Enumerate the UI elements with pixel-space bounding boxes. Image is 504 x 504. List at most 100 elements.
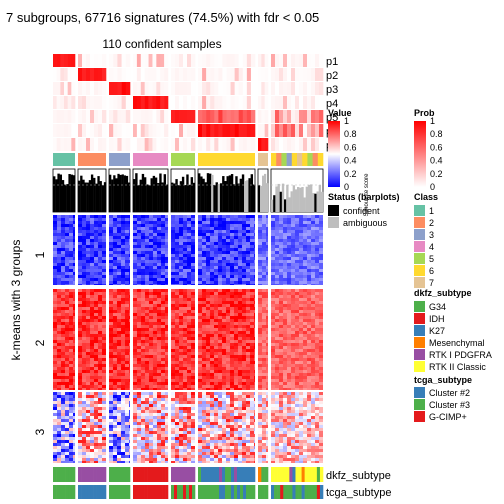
heatmap-cell: [218, 322, 222, 325]
heatmap-cell: [109, 313, 113, 316]
heatmap-cell: [90, 319, 94, 322]
heatmap-cell: [222, 233, 226, 236]
heatmap-cell: [311, 385, 315, 388]
heatmap-cell: [183, 307, 187, 310]
silhouette-bar: [305, 186, 309, 212]
heatmap-cell: [149, 364, 153, 367]
heatmap-cell: [210, 343, 214, 346]
heatmap-cell: [90, 343, 94, 346]
prob-cell: [140, 124, 145, 137]
heatmap-cell: [57, 346, 61, 349]
heatmap-cell: [299, 364, 303, 367]
heatmap-cell: [238, 367, 242, 370]
heatmap-cell: [145, 395, 149, 398]
heatmap-cell: [149, 295, 153, 298]
heatmap-cell: [266, 319, 268, 322]
heatmap-cell: [262, 248, 266, 251]
prob-cell: [140, 138, 145, 151]
heatmap-cell: [319, 272, 323, 275]
heatmap-cell: [214, 325, 218, 328]
heatmap-cell: [295, 401, 299, 404]
heatmap-cell: [157, 322, 161, 325]
heatmap-cell: [283, 352, 287, 355]
heatmap-cell: [262, 260, 266, 263]
heatmap-cell: [171, 218, 175, 221]
heatmap-cell: [311, 284, 315, 285]
heatmap-cell: [234, 325, 238, 328]
signature-heatmap: [53, 215, 323, 463]
heatmap-cell: [129, 346, 130, 349]
heatmap-cell: [210, 340, 214, 343]
heatmap-cell: [121, 328, 125, 331]
heatmap-cell: [175, 310, 179, 313]
heatmap-cell: [266, 392, 268, 395]
heatmap-cell: [102, 355, 106, 358]
heatmap-cell: [165, 251, 168, 254]
heatmap-cell: [258, 301, 262, 304]
heatmap-cell: [191, 233, 195, 236]
heatmap-cell: [86, 379, 90, 382]
heatmap-cell: [179, 319, 183, 322]
heatmap-cell: [129, 298, 130, 301]
prob-cell: [179, 124, 184, 137]
heatmap-cell: [295, 328, 299, 331]
heatmap-cell: [218, 401, 222, 404]
heatmap-cell: [102, 407, 106, 410]
heatmap-cell: [230, 239, 234, 242]
heatmap-cell: [157, 289, 161, 292]
heatmap-cell: [179, 376, 183, 379]
heatmap-cell: [133, 295, 137, 298]
heatmap-cell: [149, 346, 153, 349]
heatmap-cell: [275, 263, 279, 266]
heatmap-cell: [279, 364, 283, 367]
heatmap-cell: [230, 289, 234, 292]
heatmap-cell: [198, 295, 202, 298]
silhouette-bar: [241, 174, 245, 212]
heatmap-cell: [295, 370, 299, 373]
heatmap-cell: [202, 295, 206, 298]
heatmap-cell: [65, 419, 69, 422]
heatmap-cell: [226, 410, 230, 413]
heatmap-cell: [171, 331, 175, 334]
heatmap-cell: [234, 382, 238, 385]
heatmap-cell: [202, 334, 206, 337]
heatmap-cell: [271, 301, 275, 304]
heatmap-cell: [271, 251, 275, 254]
heatmap-cell: [98, 269, 102, 272]
heatmap-cell: [283, 325, 287, 328]
heatmap-cell: [191, 275, 195, 278]
prob-cell: [264, 110, 269, 123]
heatmap-cell: [73, 404, 75, 407]
heatmap-cell: [299, 367, 303, 370]
heatmap-cell: [206, 281, 210, 284]
heatmap-cell: [222, 266, 226, 269]
heatmap-cell: [279, 278, 283, 281]
prob-cell: [250, 68, 256, 81]
heatmap-cell: [230, 322, 234, 325]
heatmap-cell: [242, 272, 246, 275]
heatmap-cell: [90, 322, 94, 325]
heatmap-cell: [141, 272, 145, 275]
heatmap-cell: [230, 278, 234, 281]
heatmap-cell: [94, 251, 98, 254]
heatmap-cell: [222, 298, 226, 301]
heatmap-cell: [94, 331, 98, 334]
heatmap-cell: [94, 398, 98, 401]
heatmap-cell: [191, 379, 195, 382]
heatmap-cell: [61, 278, 65, 281]
heatmap-cell: [319, 233, 323, 236]
heatmap-cell: [145, 382, 149, 385]
prob-cell: [279, 110, 284, 123]
prob-cell: [218, 138, 223, 151]
heatmap-cell: [121, 325, 125, 328]
heatmap-cell: [238, 355, 242, 358]
heatmap-cell: [161, 310, 165, 313]
heatmap-cell: [53, 295, 57, 298]
prob-cell: [299, 96, 304, 109]
heatmap-cell: [179, 257, 183, 260]
heatmap-cell: [202, 272, 206, 275]
silhouette-bar: [64, 184, 67, 212]
heatmap-cell: [234, 370, 238, 373]
heatmap-cell: [141, 337, 145, 340]
heatmap-cell: [287, 416, 291, 419]
